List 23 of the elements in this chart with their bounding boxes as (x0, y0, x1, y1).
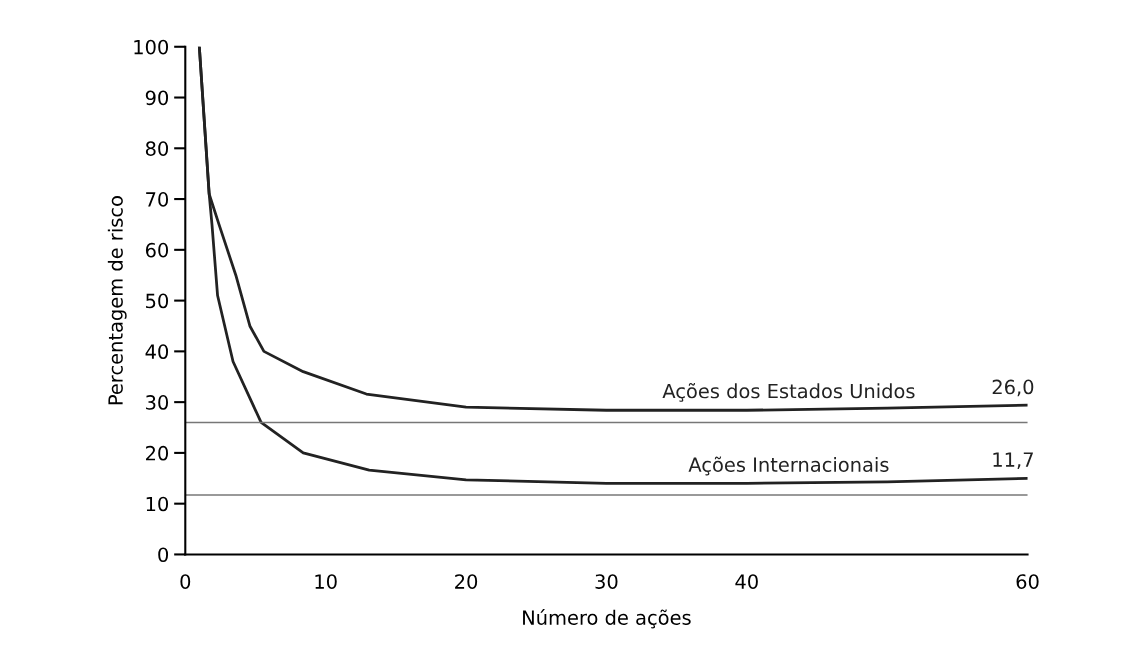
y-tick-label: 20 (146, 445, 169, 461)
ref-line-label: 11,7 (993, 452, 1033, 469)
x-axis-title: Número de ações (523, 609, 691, 629)
x-tick-label: 30 (595, 574, 618, 589)
x-tick-label: 0 (180, 574, 191, 589)
y-tick-label: 90 (145, 90, 169, 106)
y-tick-label: 40 (145, 344, 169, 360)
x-tick-label: 60 (1016, 574, 1039, 589)
ref-line-label: 26,0 (992, 379, 1034, 397)
y-tick-label: 80 (145, 141, 169, 156)
y-tick-label: 60 (145, 242, 169, 258)
x-tick-label: 40 (735, 574, 758, 589)
y-tick-label: 30 (146, 395, 169, 410)
y-tick-label: 50 (146, 293, 169, 309)
y-tick-label: 10 (146, 496, 169, 512)
y-tick-label: 0 (158, 547, 169, 563)
y-tick-label: 100 (134, 39, 169, 55)
y-tick-label: 70 (146, 192, 169, 207)
x-tick-label: 10 (315, 574, 337, 589)
x-tick-label: 20 (455, 574, 478, 589)
series-label: Ações dos Estados Unidos (662, 382, 915, 402)
y-axis-title: Percentagem de risco (107, 196, 127, 405)
series-label: Ações Internacionais (688, 456, 889, 476)
